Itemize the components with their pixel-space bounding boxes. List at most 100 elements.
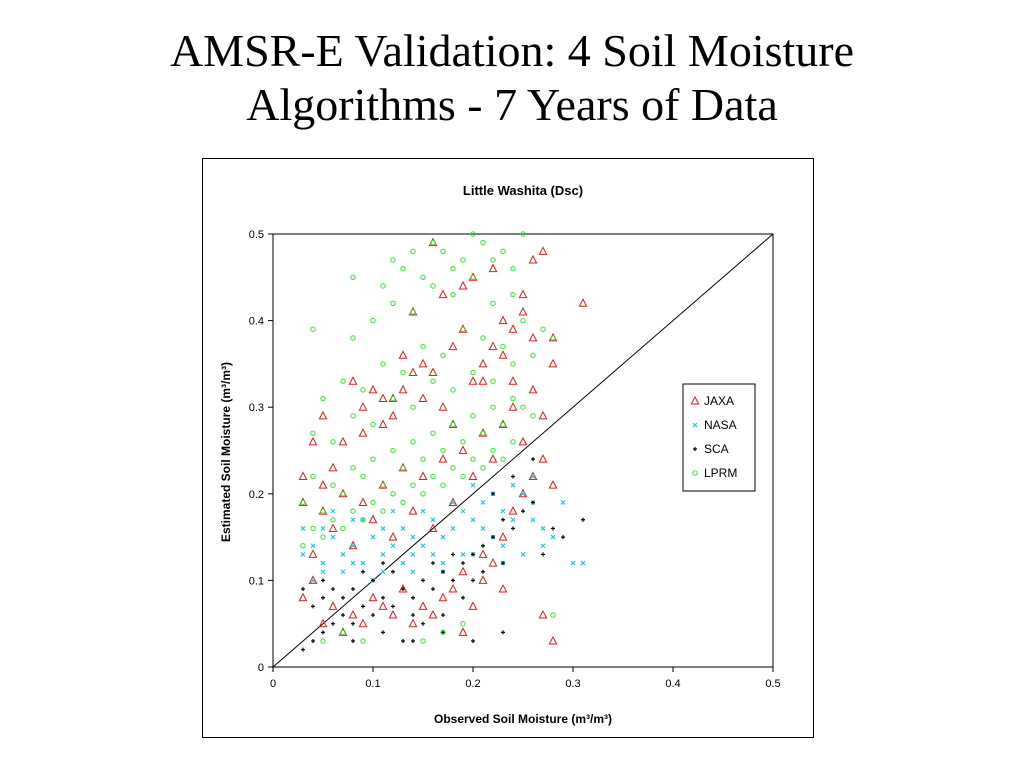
data-point-nasa [470,517,476,523]
data-point-jaxa [528,471,538,480]
data-point-nasa [330,508,336,514]
data-point-sca [531,500,535,505]
data-point-jaxa [488,557,498,567]
data-point-nasa [350,543,356,549]
data-point-jaxa [478,358,488,368]
data-point-lprm [380,482,386,488]
data-point-nasa [550,534,556,540]
data-point-nasa [440,534,446,540]
data-point-jaxa [298,592,308,602]
data-point-sca [461,595,465,600]
data-point-lprm [340,525,346,532]
data-point-lprm [460,439,466,445]
data-point-lprm [390,491,396,497]
data-point-jaxa [478,575,488,584]
slide-title-line-2: Algorithms - 7 Years of Data [246,79,778,130]
data-point-sca [421,578,425,583]
data-point-lprm [500,421,506,428]
data-point-lprm [310,326,316,332]
data-point-sca [491,491,495,496]
data-point-jaxa [428,367,438,377]
data-point-nasa [460,551,466,557]
data-point-jaxa [378,419,388,429]
data-point-lprm [350,413,356,419]
data-point-lprm [480,239,486,246]
data-point-lprm [360,387,366,393]
data-point-lprm [380,508,386,514]
data-point-jaxa [398,350,408,359]
data-point-lprm [430,283,436,289]
data-point-jaxa [488,341,498,351]
data-point-nasa [450,526,456,531]
data-point-sca [381,630,385,635]
data-point-sca [381,595,385,600]
data-point-nasa [330,534,336,540]
data-point-jaxa [428,523,438,532]
data-point-lprm [460,473,466,480]
data-point-jaxa [518,306,528,316]
data-point-lprm [460,326,466,332]
data-point-lprm [320,395,326,402]
data-point-jaxa [538,454,548,463]
data-point-jaxa [418,601,428,610]
slide-title-line-1: AMSR-E Validation: 4 Soil Moisture [169,25,855,76]
data-point-lprm [420,456,426,462]
y-tick-label: 0.3 [249,402,264,414]
data-point-lprm [370,456,376,462]
data-point-jaxa [468,601,478,610]
data-point-sca [351,587,355,592]
data-point-lprm [480,430,486,436]
data-point-nasa [390,508,396,514]
data-point-lprm [400,465,406,471]
legend-label-sca: SCA [704,442,729,456]
data-point-sca [381,561,385,566]
data-point-lprm [450,421,456,428]
data-point-lprm [310,473,316,480]
data-point-lprm [410,404,416,410]
data-point-jaxa [388,410,398,420]
data-point-sca [371,613,375,618]
legend: JAXA NASA SCA LPRM [682,383,756,492]
one-to-one-line [272,233,774,668]
legend-marker-nasa [692,422,698,428]
data-point-lprm [420,491,426,497]
data-point-jaxa [308,436,318,446]
data-point-sca [471,578,475,583]
data-point-nasa [360,560,366,566]
data-point-jaxa [508,402,518,411]
data-point-jaxa [548,635,558,645]
data-point-nasa [350,517,356,523]
data-point-jaxa [528,332,538,342]
data-point-sca [341,613,345,618]
data-point-lprm [510,439,516,445]
series-lprm [300,231,556,644]
data-point-sca [561,535,565,540]
data-point-jaxa [408,367,418,377]
legend-label-lprm: LPRM [704,466,737,480]
data-point-lprm [470,413,476,419]
data-point-lprm [350,508,356,514]
data-point-jaxa [318,480,328,489]
data-point-nasa [540,543,546,549]
data-point-jaxa [468,471,478,480]
data-point-jaxa [438,289,448,299]
data-point-sca [391,569,395,574]
data-point-jaxa [538,410,548,420]
data-point-nasa [530,474,536,479]
data-point-sca [321,595,325,600]
data-point-lprm [410,309,416,315]
data-point-lprm [510,291,516,298]
data-point-sca [301,647,305,652]
data-point-lprm [410,482,416,488]
data-point-nasa [320,569,326,575]
data-point-sca [501,630,505,635]
data-point-sca [411,595,415,600]
data-point-lprm [330,439,336,445]
data-point-jaxa [348,376,358,385]
legend-label-jaxa: JAXA [704,394,734,408]
data-point-jaxa [458,627,468,636]
data-point-lprm [460,621,466,627]
scatter-chart: Little Washita (Dsc) 0 0.1 0.2 0.3 0.4 0.5 0 0.… [219,183,781,726]
data-point-lprm [400,499,406,506]
data-point-nasa [450,500,456,505]
